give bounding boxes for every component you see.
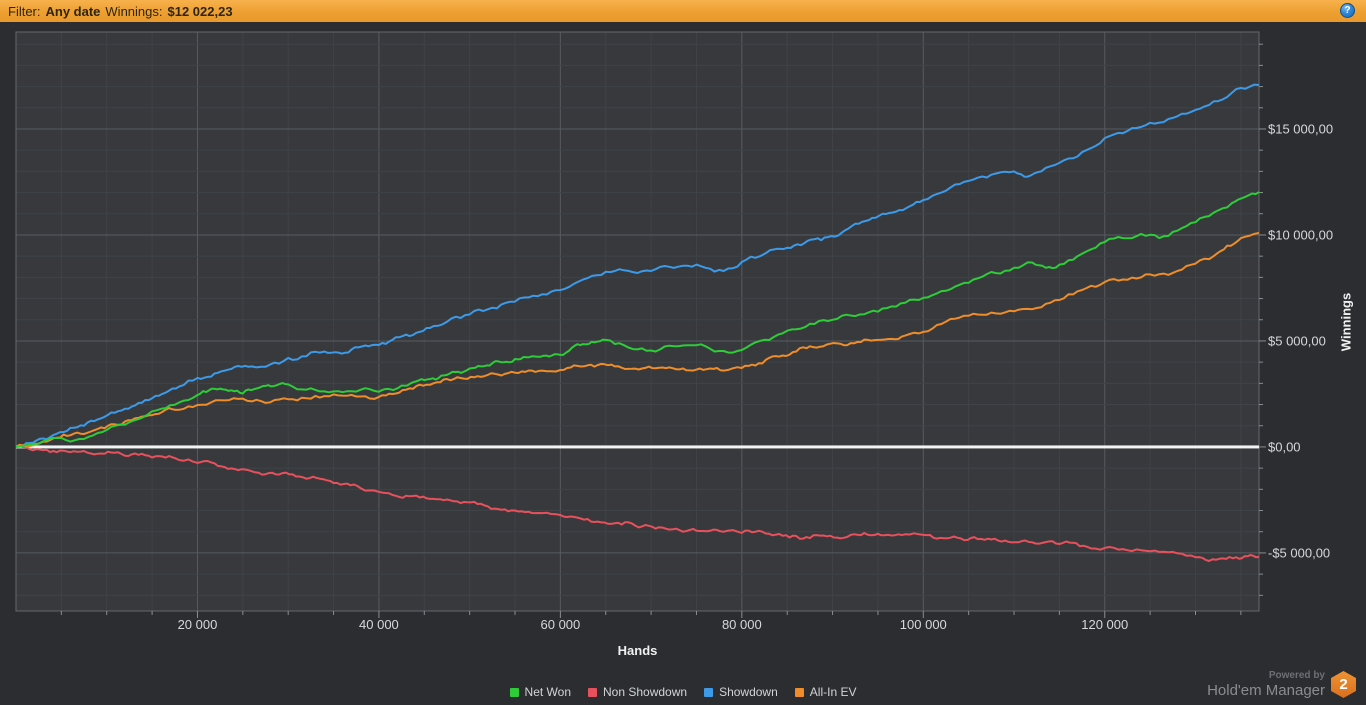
x-axis-tick-label: 20 000 [177, 617, 218, 632]
legend-item-all-in-ev[interactable]: All-In EV [794, 685, 857, 699]
filter-date-value: Any date [45, 3, 101, 19]
series-line-net-won [16, 191, 1259, 448]
legend-swatch-showdown [704, 687, 714, 697]
legend-swatch-all-in-ev [794, 687, 804, 697]
legend-label-net-won: Net Won [524, 685, 571, 699]
winnings-label: Winnings: [105, 3, 163, 19]
x-axis-tick-label: 60 000 [540, 617, 581, 632]
legend-item-net-won[interactable]: Net Won [509, 685, 571, 699]
y-axis-tick-label: $15 000,00 [1268, 121, 1334, 137]
legend-item-non-showdown[interactable]: Non Showdown [588, 685, 687, 699]
series-line-showdown [16, 83, 1259, 448]
winnings-value: $12 022,23 [167, 3, 233, 19]
legend-label-non-showdown: Non Showdown [603, 685, 688, 699]
series-line-non-showdown [16, 445, 1259, 562]
x-axis-title: Hands [617, 643, 658, 658]
y-axis-tick-label: -$5 000,00 [1268, 545, 1331, 561]
chart-legend: Net Won Non Showdown Showdown All-In EV [0, 684, 1366, 700]
legend-swatch-non-showdown [588, 687, 597, 697]
legend-label-showdown: Showdown [719, 685, 778, 699]
x-axis-tick-label: 40 000 [359, 617, 399, 632]
branding: Powered by Hold'em Manager 2 [1207, 670, 1356, 699]
series-line-all-in-ev [16, 232, 1259, 448]
legend-swatch-net-won [509, 687, 519, 697]
y-axis-tick-label: $0,00 [1268, 439, 1301, 455]
filter-label: Filter: [8, 3, 41, 19]
filter-bar[interactable]: Filter: Any date Winnings: $12 022,23 [0, 0, 1366, 22]
brand-name: Hold'em Manager [1207, 682, 1325, 699]
y-axis-title: Winnings [1338, 292, 1354, 351]
powered-by-label: Powered by [1268, 670, 1325, 681]
help-icon[interactable]: ? [1340, 3, 1355, 18]
x-axis-tick-label: 100 000 [899, 617, 947, 632]
legend-item-showdown[interactable]: Showdown [704, 685, 778, 699]
hm2-badge-icon: 2 [1331, 671, 1356, 698]
x-axis-tick-label: 80 000 [721, 617, 762, 632]
y-axis-tick-label: $5 000,00 [1268, 333, 1326, 349]
x-axis-tick-label: 120 000 [1081, 617, 1129, 632]
y-axis-tick-label: $10 000,00 [1268, 227, 1334, 243]
legend-label-all-in-ev: All-In EV [809, 685, 857, 699]
